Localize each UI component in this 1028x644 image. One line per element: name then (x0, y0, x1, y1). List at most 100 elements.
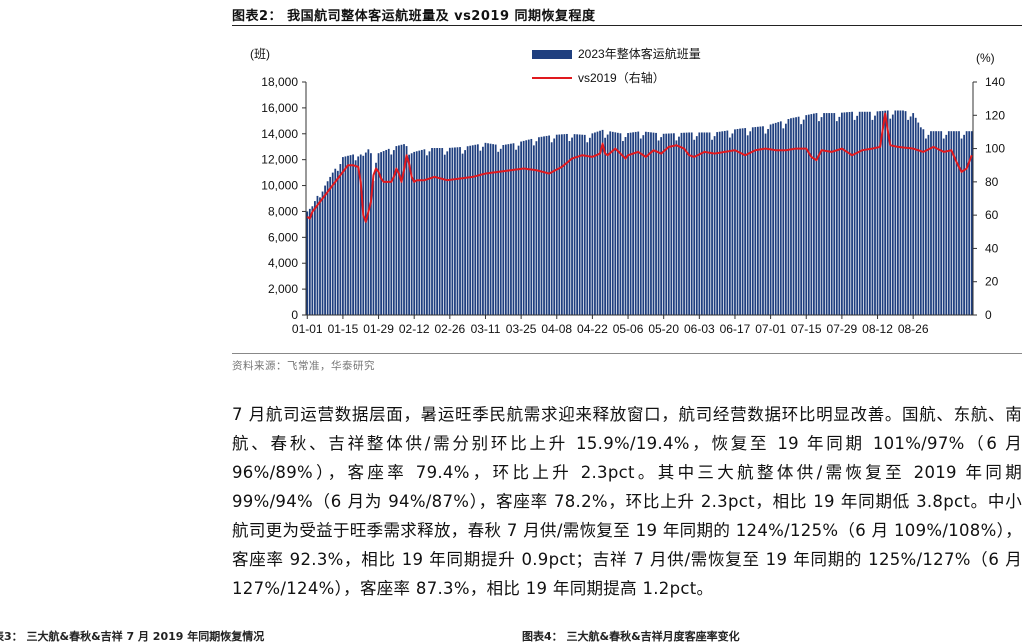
bar (331, 172, 334, 315)
bar (805, 115, 808, 315)
bar (963, 134, 965, 315)
bar (930, 131, 932, 315)
bar (446, 151, 449, 315)
bar (545, 135, 548, 315)
bar (841, 112, 843, 315)
chart: 0 2,000 4,000 6,000 8,000 10,000 12,000 14,000 1… (250, 46, 1005, 336)
bar (779, 121, 782, 315)
left-tick-label: 12,000 (261, 153, 298, 167)
bar (784, 123, 787, 315)
bar (728, 137, 731, 315)
bar (917, 122, 920, 315)
x-tick-label: 01-01 (292, 322, 323, 336)
bar (324, 185, 326, 315)
bar (764, 133, 767, 315)
bar (454, 147, 456, 315)
bar (392, 150, 395, 315)
bar (599, 130, 601, 315)
bar (970, 131, 973, 315)
bar (693, 139, 696, 315)
bar (489, 143, 492, 315)
bar (678, 136, 680, 315)
bar (968, 131, 971, 315)
bar (494, 144, 497, 315)
bar (588, 137, 591, 315)
bar (843, 112, 846, 315)
bar (685, 132, 688, 315)
bar (560, 134, 563, 315)
bar (504, 144, 507, 315)
bar (871, 119, 874, 316)
bar (965, 131, 968, 315)
bar (515, 149, 517, 315)
bar (749, 131, 752, 315)
bar (563, 134, 566, 315)
bar (548, 135, 551, 315)
bar (800, 124, 803, 315)
bar (464, 150, 466, 315)
bar (357, 156, 360, 315)
bar (744, 128, 747, 315)
bar (650, 132, 652, 315)
title-rule (232, 25, 1022, 26)
bar (698, 132, 701, 315)
bar (751, 127, 754, 315)
bar (568, 141, 571, 315)
bar (718, 131, 721, 315)
bar (838, 116, 841, 315)
x-tick-label: 03-25 (506, 322, 537, 336)
bar (306, 211, 309, 315)
bar (675, 140, 678, 315)
bar (787, 119, 790, 316)
legend-line-label: vs2019（右轴） (578, 70, 665, 85)
bar (782, 128, 785, 315)
x-tick-label: 08-12 (862, 322, 893, 336)
bar (858, 111, 861, 316)
right-tick-label: 120 (985, 108, 1005, 122)
bar (889, 118, 892, 315)
bar (571, 137, 573, 315)
bar (441, 148, 444, 315)
bar (413, 151, 416, 315)
bar (466, 146, 469, 315)
bar (522, 140, 525, 315)
bar (777, 122, 780, 315)
bar (436, 148, 438, 315)
x-tick-label: 04-22 (577, 322, 608, 336)
right-tick-label: 80 (985, 175, 999, 189)
bar (611, 131, 614, 315)
bar (316, 195, 319, 315)
bar (314, 201, 316, 315)
bar (942, 138, 945, 315)
bar (695, 136, 698, 315)
bar (535, 141, 538, 315)
bar (609, 131, 612, 315)
x-tick-label: 06-17 (720, 322, 751, 336)
left-tick-label: 8,000 (268, 204, 298, 218)
bar (420, 149, 423, 315)
bar (947, 131, 950, 315)
bar (922, 129, 925, 315)
left-tick-label: 16,000 (261, 101, 298, 115)
axes: 0 2,000 4,000 6,000 8,000 10,000 12,000 14,000 1… (261, 75, 1005, 336)
bar (723, 130, 726, 315)
bar (909, 116, 912, 315)
bar (550, 142, 553, 315)
bar (914, 117, 917, 315)
bar (823, 113, 825, 315)
x-tick-label: 05-06 (613, 322, 644, 336)
bar (349, 155, 352, 315)
bar (354, 160, 357, 315)
bar (364, 152, 367, 315)
bar (683, 132, 685, 315)
bar (512, 143, 515, 315)
bar (352, 154, 354, 315)
right-tick-label: 20 (985, 275, 999, 289)
bar (410, 153, 413, 315)
legend: 2023年整体客运航班量 vs2019（右轴） (532, 46, 701, 85)
bar (479, 150, 482, 315)
bar (622, 141, 624, 315)
bar (769, 124, 772, 316)
bar (616, 132, 619, 315)
bar (387, 148, 390, 315)
